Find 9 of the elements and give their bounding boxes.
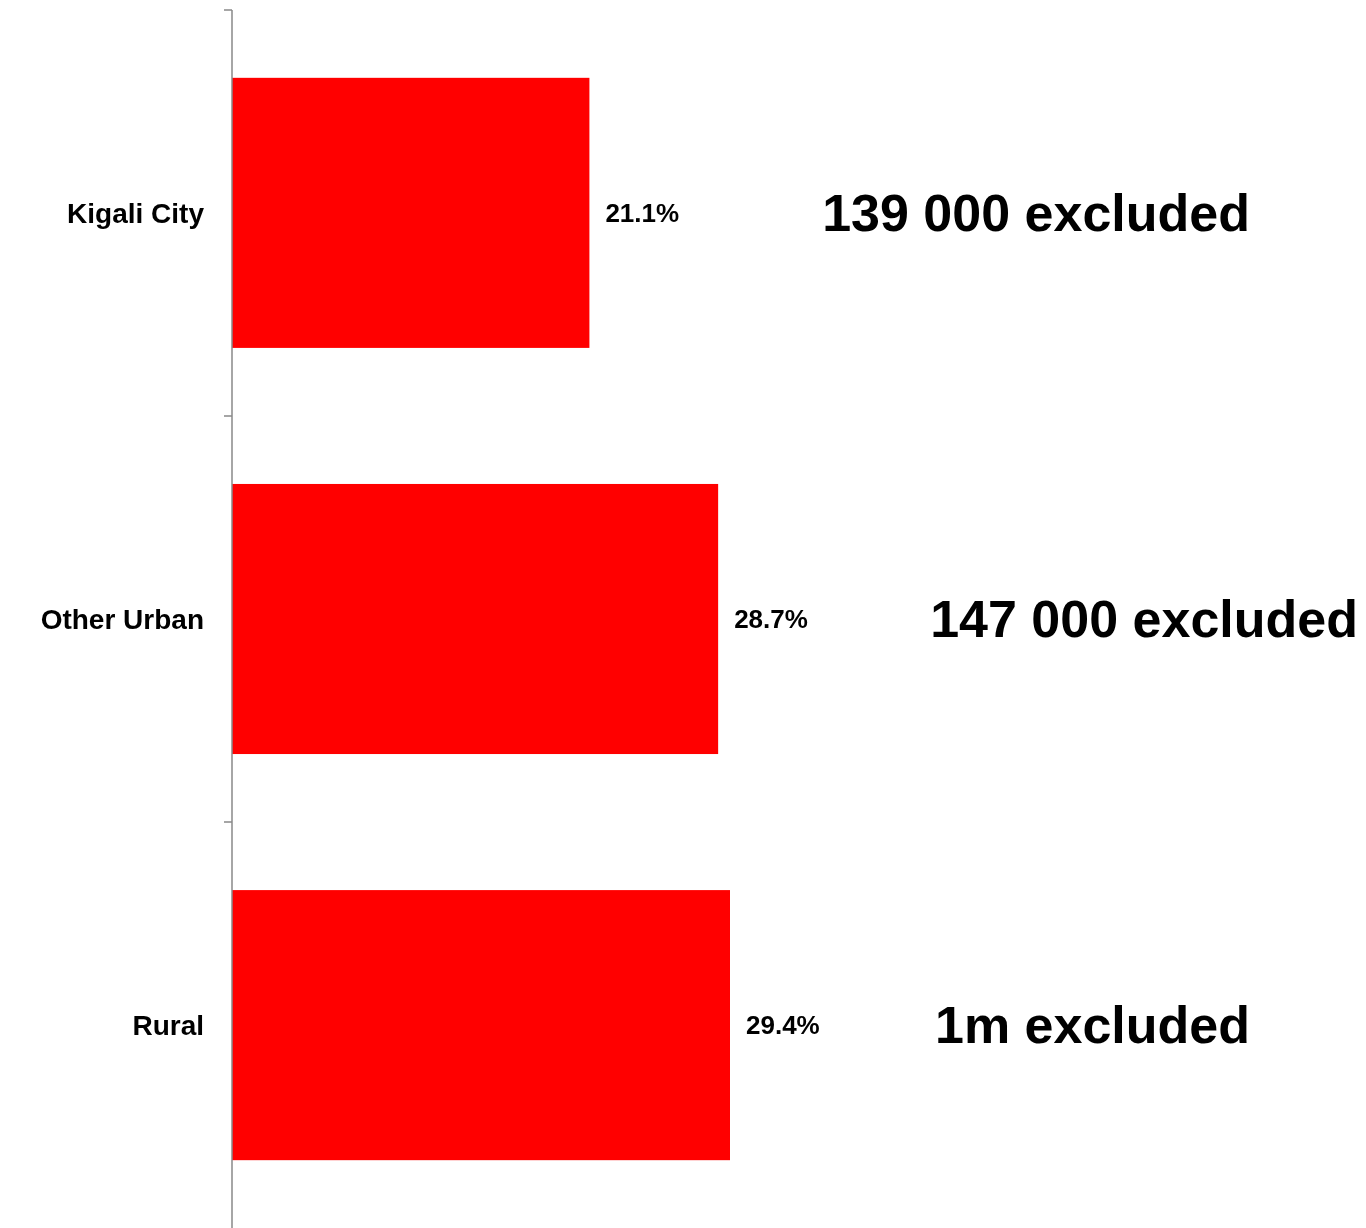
y-tick-label: Other Urban	[40, 603, 204, 635]
y-tick-label: Kigali City	[67, 197, 205, 229]
data-label: 21.1%	[605, 197, 680, 228]
text: 1m excluded	[934, 996, 1250, 1055]
text: 139 000 excluded	[822, 184, 1250, 243]
y-tick-label: Rural	[132, 1009, 204, 1041]
text: 147 000 excluded	[930, 590, 1358, 649]
data-label: 29.4%	[746, 1010, 820, 1041]
data-label: 28.7%	[734, 604, 808, 635]
